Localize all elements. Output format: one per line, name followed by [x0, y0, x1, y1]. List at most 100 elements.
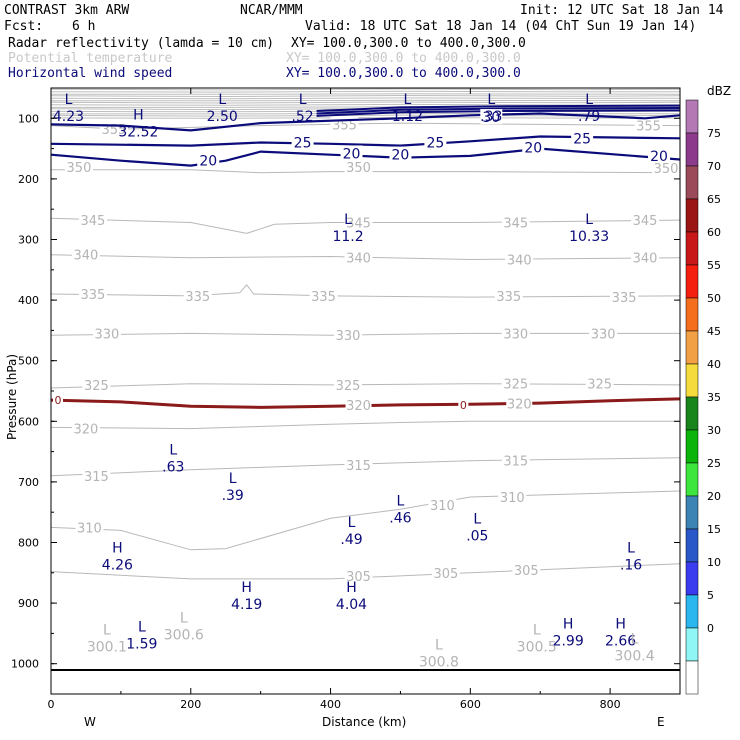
- theta-label-bg: [501, 375, 530, 390]
- zero-theta-label: 320: [346, 399, 371, 414]
- theta-label-bg: [334, 327, 363, 342]
- field-name-wind: Horizontal wind speed: [8, 66, 172, 81]
- theta-contour-label: 330: [503, 327, 528, 342]
- theta-label-bg: [344, 567, 373, 582]
- theta-label-bg: [183, 287, 212, 302]
- marker-H: H: [563, 616, 574, 632]
- marker-L: L: [218, 92, 226, 108]
- theta-label-bg: [631, 249, 660, 264]
- marker-value: 1.59: [126, 636, 157, 652]
- theta-label-bg: [92, 325, 121, 340]
- marker-value: .05: [466, 529, 488, 545]
- colorbar-segment: [685, 528, 699, 563]
- field-name-reflectivity: Radar reflectivity (lamda = 10 cm): [8, 36, 274, 51]
- field-name-theta: Potential temperature: [8, 51, 173, 66]
- field-xy-wind: XY= 100.0,300.0 to 400.0,300.0: [286, 66, 521, 81]
- marker-H: H: [133, 107, 144, 123]
- marker-value: 4.19: [231, 597, 262, 613]
- colorbar-segment: [685, 495, 699, 530]
- marker-L: L: [533, 622, 541, 638]
- marker-L: L: [487, 92, 495, 108]
- colorbar-segment: [685, 363, 699, 398]
- theta-contour-label: 330: [336, 329, 361, 344]
- theta-contour-315: [50, 457, 681, 477]
- zero-theta-label-bg: [506, 398, 533, 410]
- theta-label-bg: [71, 420, 100, 435]
- theta-label-bg: [78, 286, 107, 301]
- theta-label-bg: [501, 325, 530, 340]
- theta-label-bg: [428, 496, 457, 511]
- theta-label-bg: [334, 376, 363, 391]
- theta-label-bg: [344, 158, 373, 173]
- wind-label-bg: [522, 139, 545, 155]
- fcst-value: 6 h: [72, 19, 95, 34]
- marker-value: 1.12: [392, 109, 423, 125]
- x-tick-label: 600: [460, 698, 481, 711]
- marker-L: L: [138, 619, 146, 635]
- x-tick-label: 200: [180, 698, 201, 711]
- theta-label-bg: [309, 287, 338, 302]
- upper-theta-line: [51, 99, 681, 102]
- theta-contour-label: 340: [346, 252, 371, 267]
- wind-label-bg: [389, 146, 412, 162]
- upper-theta-line: [51, 112, 681, 115]
- marker-H: H: [346, 580, 357, 596]
- jet-core-line: [316, 109, 681, 117]
- marker-H: H: [112, 541, 123, 557]
- theta-contour-label: 350: [67, 161, 92, 176]
- zero-theta-label-bg: [345, 400, 372, 412]
- marker-L: L: [585, 212, 593, 228]
- marker-L: L: [404, 92, 412, 108]
- marker-value: 2.99: [553, 633, 584, 649]
- colorbar-tick-label: 25: [707, 457, 721, 470]
- marker-H: H: [615, 616, 626, 632]
- theta-label-bg: [75, 519, 104, 534]
- theta-contour-label: 355: [101, 123, 126, 138]
- x-axis-label: Distance (km): [322, 715, 406, 729]
- theta-contour-label: 325: [336, 379, 361, 394]
- wind-contour-20: [50, 147, 681, 167]
- marker-value: 300.5: [517, 639, 557, 655]
- wind-contour-label: 20: [392, 148, 410, 164]
- model-title: CONTRAST 3km ARW: [4, 3, 129, 18]
- colorbar-segment: [685, 429, 699, 464]
- marker-H: H: [241, 580, 252, 596]
- theta-contour-label: 325: [587, 378, 612, 393]
- zero-line-label: 0: [460, 399, 467, 412]
- fcst-label: Fcst:: [4, 19, 43, 34]
- marker-L: L: [348, 515, 356, 531]
- colorbar-segment: [685, 594, 699, 629]
- theta-contour-label: 345: [81, 214, 106, 229]
- wind-label-bg: [424, 134, 447, 150]
- theta-contour-label: 335: [185, 290, 210, 305]
- colorbar-segment: [685, 462, 699, 497]
- marker-value: 300.1: [87, 639, 127, 655]
- marker-value: .79: [578, 109, 600, 125]
- colorbar-tick-label: 35: [707, 391, 721, 404]
- theta-label-bg: [512, 561, 541, 576]
- theta-contour-label: 330: [591, 327, 616, 342]
- theta-contour-label: 305: [514, 564, 539, 579]
- theta-contour-label: 330: [94, 327, 119, 342]
- colorbar-tick-label: 45: [707, 325, 721, 338]
- theta-contour-label: 320: [74, 423, 99, 438]
- theta-contour-label: 335: [612, 291, 637, 306]
- colorbar-tick-label: 65: [707, 193, 721, 206]
- colorbar-segment: [685, 330, 699, 365]
- wind-contour-25: [50, 135, 681, 147]
- colorbar-segment: [685, 99, 699, 134]
- colorbar-segment: [685, 660, 699, 695]
- theta-contour-label: 315: [84, 470, 109, 485]
- marker-value: .49: [340, 532, 362, 548]
- marker-value: .46: [389, 510, 411, 526]
- wind-contour-label: 25: [573, 131, 591, 147]
- x-tick-label: 800: [600, 698, 621, 711]
- x-tick-label: 0: [48, 698, 55, 711]
- wind-contours: 20 20 20 20 20 25 25 25 30: [50, 104, 681, 170]
- marker-value: .33: [480, 109, 502, 125]
- theta-label-bg: [494, 287, 523, 302]
- theta-label-bg: [589, 325, 618, 340]
- theta-contour-345: [50, 217, 681, 234]
- marker-value: 32.52: [118, 124, 158, 140]
- marker-L: L: [435, 638, 443, 654]
